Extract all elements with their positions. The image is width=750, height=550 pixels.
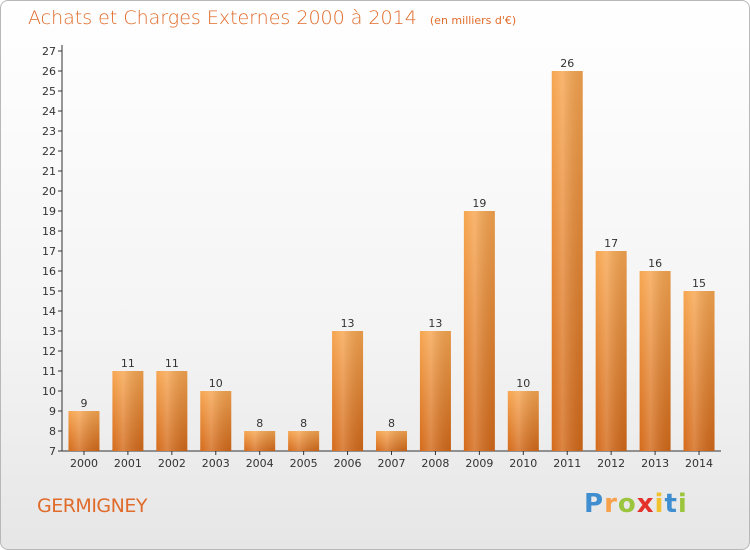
bar-shine [419,331,451,451]
bar-shine [244,431,276,451]
x-tick-label: 2008 [421,457,449,470]
x-tick-label: 2014 [685,457,713,470]
bar-value-label: 16 [648,257,662,270]
bar-value-label: 10 [516,377,530,390]
x-tick-label: 2010 [509,457,537,470]
chart-title-block: Achats et Charges Externes 2000 à 2014 (… [28,7,516,29]
y-tick-label: 14 [42,305,56,318]
y-tick-label: 12 [42,345,56,358]
x-tick-label: 2004 [246,457,274,470]
bar-value-label: 8 [388,417,395,430]
bar-shine [376,431,407,451]
y-tick-label: 7 [49,445,56,458]
y-tick-label: 8 [49,425,56,438]
chart-title: Achats et Charges Externes 2000 à 2014 [28,7,417,29]
bar-shine [68,411,100,451]
bar-value-label: 13 [341,317,355,330]
logo-letter: r [604,489,618,519]
bar-shine [507,391,539,451]
logo-letter: i [677,489,688,519]
logo-letter: P [584,489,605,519]
x-tick-label: 2000 [70,457,98,470]
y-tick-label: 15 [42,285,56,298]
x-tick-label: 2011 [553,457,581,470]
y-tick-label: 20 [42,185,56,198]
bar-value-label: 8 [300,417,307,430]
logo-letter: o [617,489,637,519]
bar-shine [639,271,671,451]
y-tick-label: 22 [42,145,56,158]
commune-name: GERMIGNEY [37,495,147,517]
y-tick-label: 9 [49,405,56,418]
bar-value-label: 13 [428,317,442,330]
x-tick-label: 2012 [597,457,625,470]
bar-value-label: 17 [604,237,618,250]
bar-shine [288,431,320,451]
bar-value-label: 8 [256,417,263,430]
x-tick-label: 2007 [378,457,406,470]
y-tick-label: 16 [42,265,56,278]
y-tick-label: 24 [42,105,56,118]
bar-shine [683,291,715,451]
bar-shine [112,371,144,451]
y-tick-label: 26 [42,65,56,78]
y-tick-label: 25 [42,85,56,98]
bar-shine [595,251,627,451]
y-tick-label: 13 [42,325,56,338]
y-tick-label: 19 [42,205,56,218]
bar-shine [463,211,495,451]
y-tick-label: 10 [42,385,56,398]
y-tick-label: 11 [42,365,56,378]
bar-shine [200,391,232,451]
bar-value-label: 26 [560,57,574,70]
logo-letter: t [664,489,678,519]
bar-value-label: 15 [692,277,706,290]
x-tick-label: 2013 [641,457,669,470]
bar-value-label: 19 [472,197,486,210]
proxiti-logo: Proxiti [584,489,688,519]
y-tick-label: 23 [42,125,56,138]
y-tick-label: 21 [42,165,56,178]
x-tick-label: 2002 [158,457,186,470]
bar-shine [332,331,364,451]
bar-value-label: 11 [121,357,135,370]
y-tick-label: 17 [42,245,56,258]
bar-value-label: 10 [209,377,223,390]
bar-value-label: 11 [165,357,179,370]
x-tick-label: 2006 [334,457,362,470]
x-tick-label: 2005 [290,457,318,470]
x-tick-label: 2003 [202,457,230,470]
bar-value-label: 9 [80,397,87,410]
x-tick-label: 2001 [114,457,142,470]
y-tick-label: 18 [42,225,56,238]
logo-letter: i [654,489,665,519]
bar-shine [551,71,583,451]
bar-shine [156,371,188,451]
chart-unit-note: (en milliers d'€) [429,14,517,27]
x-tick-label: 2009 [465,457,493,470]
logo-letter: x [636,489,655,519]
y-tick-label: 27 [42,45,56,58]
